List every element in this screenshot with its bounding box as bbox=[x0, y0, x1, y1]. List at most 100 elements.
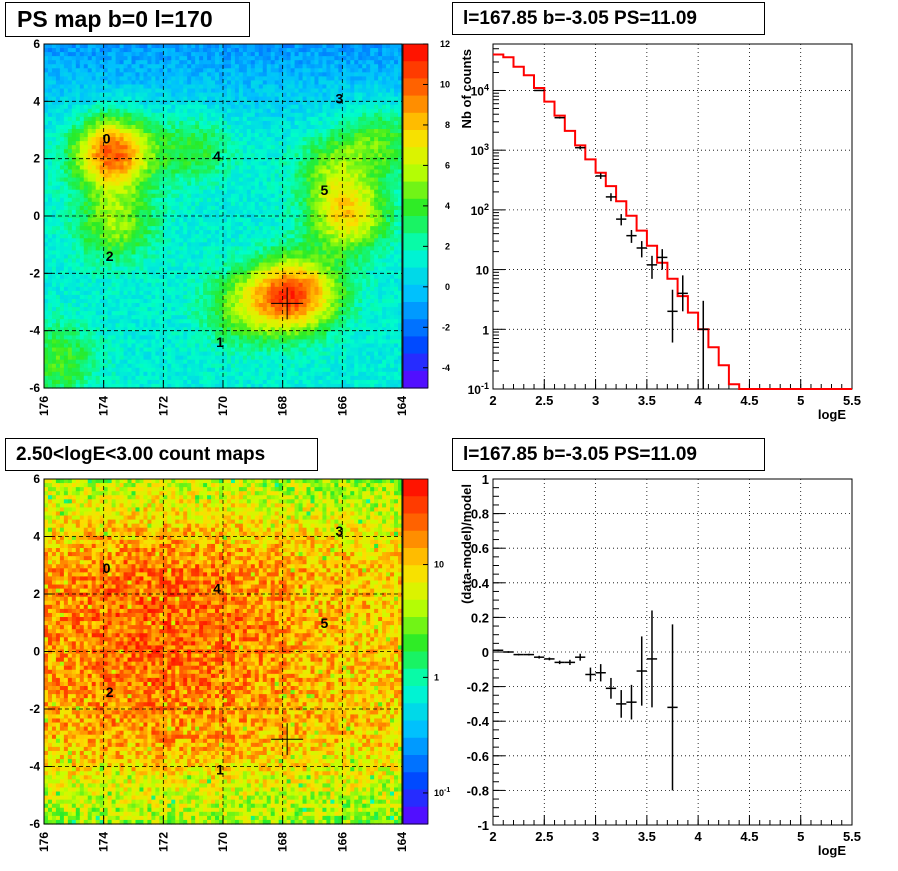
x-tick-label: 3.5 bbox=[638, 393, 656, 408]
colorbar-tick-label: 4 bbox=[445, 201, 450, 211]
data-point-6 bbox=[626, 230, 637, 243]
plot-frame bbox=[43, 478, 403, 825]
tl-panel-title: PS map b=0 l=170 bbox=[5, 2, 250, 37]
data-point-1 bbox=[554, 116, 565, 119]
x-tick-label: 2 bbox=[489, 393, 496, 408]
y-tick-label: -6 bbox=[29, 817, 40, 831]
residual-point-16 bbox=[667, 624, 678, 791]
y-axis-label: Nb of counts bbox=[459, 49, 474, 128]
colorbar-tick-label: 0 bbox=[445, 282, 450, 292]
plot-frame bbox=[492, 478, 853, 826]
x-tick-label: 170 bbox=[216, 832, 230, 852]
br-panel-title: l=167.85 b=-3.05 PS=11.09 bbox=[452, 438, 765, 471]
y-tick-label: 2 bbox=[33, 587, 40, 601]
source-label-0: 0 bbox=[103, 131, 111, 147]
y-tick-label: 10-1 bbox=[468, 381, 489, 397]
tr-panel-title: l=167.85 b=-3.05 PS=11.09 bbox=[452, 2, 765, 35]
y-axis-label: (data-model)/model bbox=[459, 484, 474, 604]
bl-panel-title: 2.50<logE<3.00 count maps bbox=[5, 438, 318, 471]
colorbar-tick-label: 2 bbox=[445, 241, 450, 251]
residual-point-2 bbox=[513, 653, 524, 656]
source-label-5: 5 bbox=[321, 182, 329, 198]
y-tick-label: 0.4 bbox=[471, 576, 490, 591]
x-tick-label: 2.5 bbox=[535, 829, 553, 844]
x-tick-label: 166 bbox=[335, 832, 349, 852]
heatmap-0 bbox=[44, 44, 403, 389]
x-tick-label: 2 bbox=[489, 829, 496, 844]
y-tick-label: -2 bbox=[29, 266, 40, 280]
colorbar-0 bbox=[403, 44, 428, 389]
residual-point-6 bbox=[554, 660, 565, 665]
source-label-1: 1 bbox=[216, 761, 224, 777]
data-point-3 bbox=[595, 173, 606, 179]
x-tick-label: 4 bbox=[695, 393, 703, 408]
colorbar-tick-label: 1 bbox=[434, 672, 439, 682]
data-point-5 bbox=[616, 214, 627, 226]
colorbar-2 bbox=[403, 479, 428, 825]
x-tick-label: 176 bbox=[37, 832, 51, 852]
x-tick-label: 176 bbox=[37, 396, 51, 416]
y-tick-label: 0 bbox=[33, 645, 40, 659]
y-tick-label: 2 bbox=[33, 152, 40, 166]
source-label-3: 3 bbox=[335, 90, 343, 106]
y-tick-label: 4 bbox=[33, 530, 40, 544]
colorbar-tick-label: -2 bbox=[442, 322, 450, 332]
x-tick-label: 164 bbox=[395, 832, 409, 852]
data-point-11 bbox=[677, 275, 688, 312]
y-tick-label: -0.2 bbox=[467, 680, 489, 695]
data-point-7 bbox=[636, 241, 647, 258]
x-tick-label: 3 bbox=[592, 829, 599, 844]
source-label-1: 1 bbox=[216, 334, 224, 350]
y-tick-label: 0.6 bbox=[471, 541, 489, 556]
x-tick-label: 4.5 bbox=[740, 393, 758, 408]
plot-frame bbox=[43, 43, 403, 389]
data-point-0 bbox=[534, 89, 545, 92]
y-tick-label: 10 bbox=[476, 264, 490, 278]
source-label-4: 4 bbox=[213, 148, 221, 164]
y-tick-label: 6 bbox=[33, 472, 40, 486]
colorbar-frame bbox=[402, 43, 429, 389]
y-tick-label: 0.8 bbox=[471, 507, 489, 522]
residual-point-14 bbox=[636, 636, 647, 706]
colorbar-tick-label: 8 bbox=[445, 120, 450, 130]
residual-point-5 bbox=[544, 657, 555, 661]
y-tick-label: 102 bbox=[471, 202, 489, 218]
data-point-9 bbox=[657, 249, 668, 270]
y-tick-label: 103 bbox=[471, 142, 489, 158]
data-point-8 bbox=[646, 255, 658, 279]
x-tick-label: 4 bbox=[695, 829, 703, 844]
x-tick-label: 168 bbox=[276, 832, 290, 852]
x-tick-label: 172 bbox=[156, 396, 170, 416]
x-axis-label: logE bbox=[818, 843, 846, 858]
x-tick-label: 2.5 bbox=[535, 393, 553, 408]
plot-frame bbox=[492, 43, 853, 390]
source-label-3: 3 bbox=[335, 523, 343, 539]
x-tick-label: 164 bbox=[395, 396, 409, 416]
x-tick-label: 170 bbox=[216, 396, 230, 416]
y-tick-label: -0.4 bbox=[467, 714, 490, 729]
residual-point-8 bbox=[575, 653, 586, 661]
residual-point-9 bbox=[585, 667, 596, 682]
y-tick-label: 4 bbox=[33, 94, 40, 108]
residual-point-4 bbox=[534, 655, 545, 659]
x-tick-label: 5.5 bbox=[843, 829, 861, 844]
source-label-0: 0 bbox=[103, 560, 111, 576]
source-label-2: 2 bbox=[106, 248, 114, 264]
residual-point-15 bbox=[646, 610, 658, 708]
y-tick-label: -0.6 bbox=[467, 749, 489, 764]
y-tick-label: 1 bbox=[482, 323, 489, 337]
y-tick-label: 6 bbox=[33, 37, 40, 51]
heatmap-2 bbox=[44, 479, 403, 825]
y-tick-label: 104 bbox=[471, 82, 489, 98]
colorbar-frame bbox=[402, 478, 429, 825]
x-tick-label: 168 bbox=[276, 396, 290, 416]
colorbar-tick-label: 6 bbox=[445, 160, 450, 170]
y-tick-label: -2 bbox=[29, 702, 40, 716]
residual-point-7 bbox=[564, 659, 576, 665]
x-tick-label: 166 bbox=[335, 396, 349, 416]
x-tick-label: 4.5 bbox=[740, 829, 758, 844]
x-tick-label: 5 bbox=[797, 829, 804, 844]
source-label-2: 2 bbox=[106, 684, 114, 700]
y-tick-label: 0.2 bbox=[471, 610, 489, 625]
